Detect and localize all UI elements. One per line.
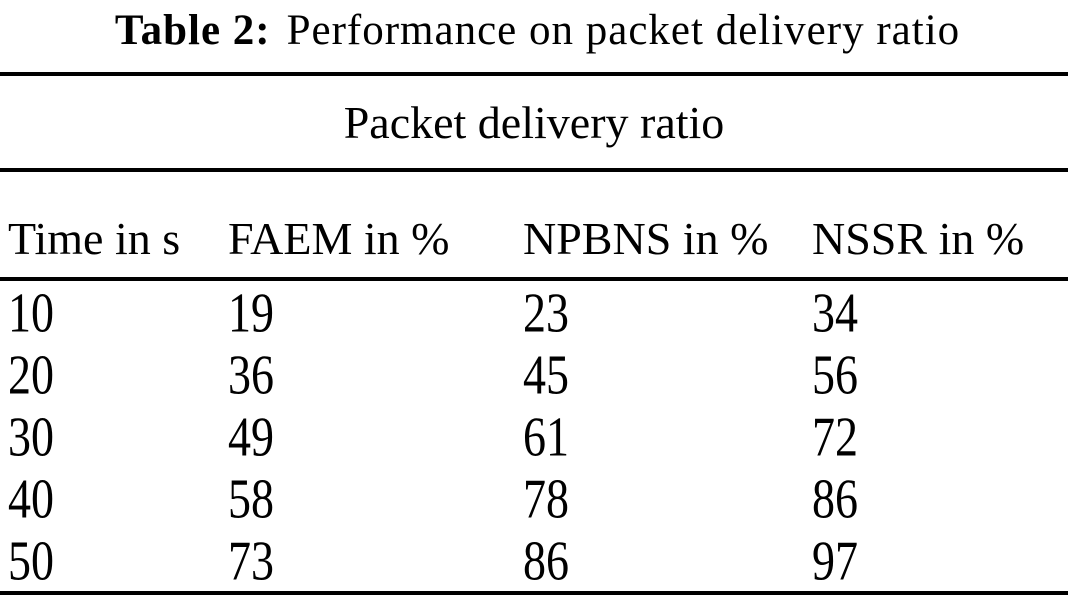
table-row: 10 19 23 34	[0, 281, 1068, 343]
table-row: 50 73 86 97	[0, 529, 1068, 591]
column-header-time: Time in s	[8, 213, 181, 264]
table-cell: 40	[8, 466, 54, 530]
table-cell: 30	[8, 404, 54, 468]
table-row: 40 58 78 86	[0, 467, 1068, 529]
table-header-rule	[0, 277, 1068, 281]
table-caption-text: Performance on packet delivery ratio	[286, 7, 961, 54]
table-cell: 86	[523, 528, 569, 592]
table-cell: 56	[812, 342, 858, 406]
table-body: 10 19 23 34 20 36 45 56 30 49 61 72 40 5…	[0, 281, 1068, 591]
table-cell: 72	[812, 404, 858, 468]
column-header-faem: FAEM in %	[228, 213, 450, 264]
table-cell: 34	[812, 280, 858, 344]
table-cell: 49	[228, 404, 274, 468]
column-header-nssr: NSSR in %	[812, 213, 1025, 264]
table-cell: 36	[228, 342, 274, 406]
table-header-row: Time in s FAEM in % NPBNS in % NSSR in %	[0, 172, 1068, 277]
table-cell: 97	[812, 528, 858, 592]
table-row: 20 36 45 56	[0, 343, 1068, 405]
table-cell: 20	[8, 342, 54, 406]
table-cell: 23	[523, 280, 569, 344]
table: Packet delivery ratio Time in s FAEM in …	[0, 72, 1068, 595]
table-row: 30 49 61 72	[0, 405, 1068, 467]
table-cell: 50	[8, 528, 54, 592]
table-cell: 10	[8, 280, 54, 344]
table-caption: Table 2: Performance on packet delivery …	[0, 0, 1075, 72]
table-cell: 45	[523, 342, 569, 406]
table-cell: 73	[228, 528, 274, 592]
table-bottom-rule	[0, 591, 1068, 595]
table-cell: 61	[523, 404, 569, 468]
column-header-npbns: NPBNS in %	[523, 213, 769, 264]
table-cell: 19	[228, 280, 274, 344]
table-top-rule	[0, 72, 1068, 76]
table-cell: 86	[812, 466, 858, 530]
table-caption-number: Table 2:	[114, 7, 271, 54]
table-cell: 78	[523, 466, 569, 530]
table-mid-rule	[0, 168, 1068, 172]
table-cell: 58	[228, 466, 274, 530]
table-group-header: Packet delivery ratio	[343, 96, 725, 148]
